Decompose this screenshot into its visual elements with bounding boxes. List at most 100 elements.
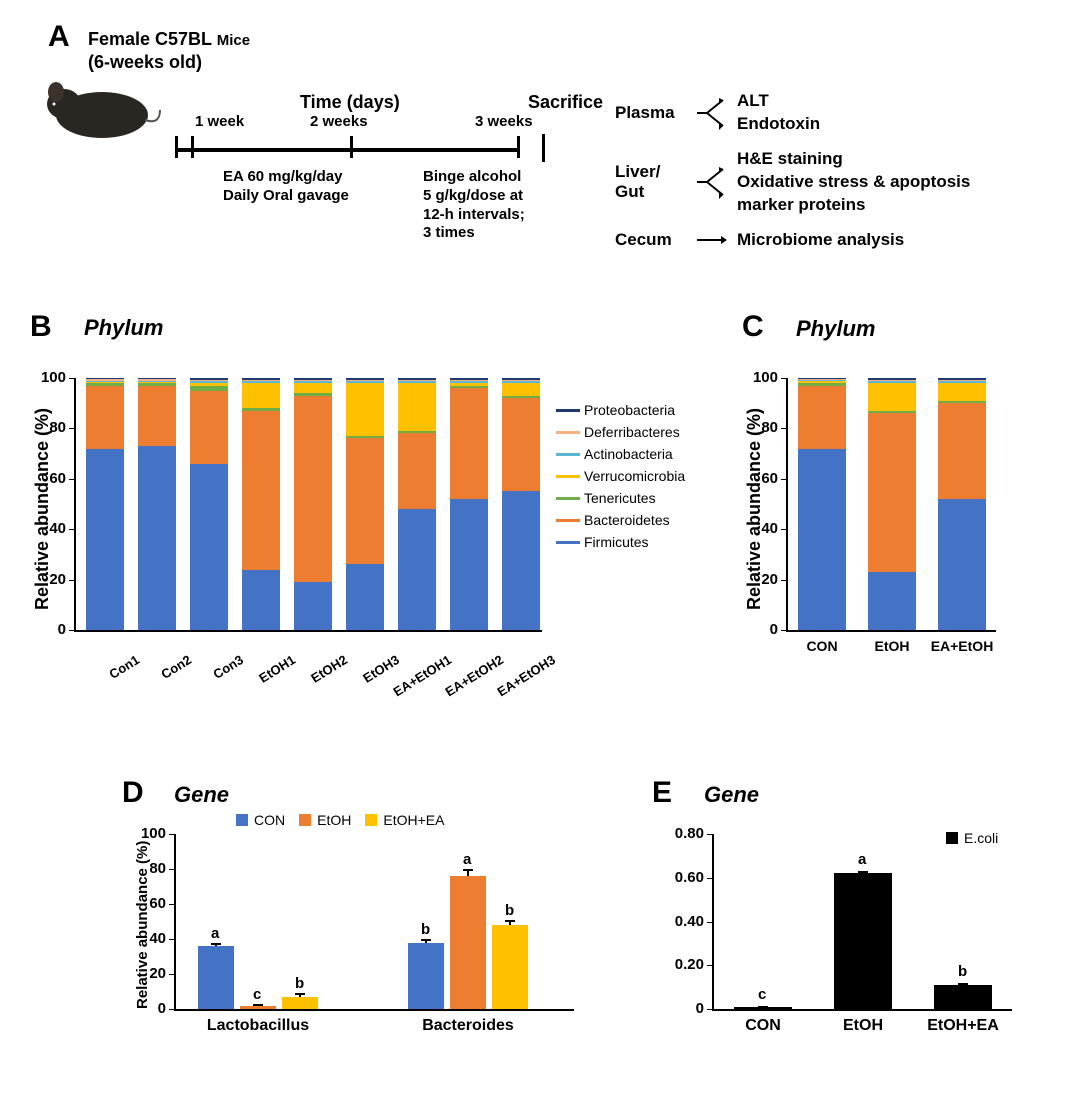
significance-label: a: [463, 851, 471, 868]
legend-text: EtOH+EA: [383, 812, 444, 828]
bar: [282, 997, 318, 1009]
stacked-bar: [294, 378, 332, 630]
significance-label: a: [211, 925, 219, 942]
legend: CON EtOH EtOH+EA: [236, 812, 444, 828]
legend-text: Actinobacteria: [584, 446, 673, 462]
significance-label: c: [253, 986, 261, 1003]
bar-segment: [450, 499, 488, 630]
legend-swatch-icon: [556, 519, 580, 522]
legend-swatch-icon: [236, 814, 248, 826]
stacked-bar: [868, 378, 916, 630]
bar-segment: [294, 582, 332, 630]
bar-segment: [86, 449, 124, 630]
significance-label: a: [858, 851, 866, 868]
bar: [834, 873, 892, 1009]
time-title: Time (days): [300, 92, 400, 113]
group-label: Lactobacillus: [190, 1017, 326, 1035]
week2-label: 2 weeks: [310, 113, 368, 130]
xtick-label: Con1: [53, 652, 142, 716]
legend-swatch-icon: [556, 541, 580, 544]
sacrifice-label: Sacrifice: [528, 92, 603, 113]
bar-segment: [86, 386, 124, 449]
xtick-label: EtOH+EA: [918, 1017, 1008, 1035]
panel-e: E Gene 00.200.400.600.80E.colicCONaEtOHb…: [660, 782, 1040, 1062]
ytick-label: 0.20: [666, 956, 704, 973]
analysis-items: ALTEndotoxin: [737, 90, 820, 136]
bar: [450, 876, 486, 1009]
legend-swatch-icon: [556, 453, 580, 456]
ytick-label: 0.80: [666, 825, 704, 842]
week3-label: 3 weeks: [475, 113, 533, 130]
bar-segment: [398, 509, 436, 630]
group-label: Bacteroides: [400, 1017, 536, 1035]
bar-segment: [138, 386, 176, 446]
timeline-tick: [175, 136, 178, 158]
stacked-bar: [242, 378, 280, 630]
chart-gene-grouped: 020406080100Relative abundance (%)CONEtO…: [130, 782, 610, 1062]
bar-segment: [398, 433, 436, 509]
chart-phylum-grouped: 020406080100Relative abundance (%)CONEtO…: [742, 316, 1022, 696]
significance-label: b: [958, 963, 967, 980]
ytick-label: 100: [750, 369, 778, 386]
chart-ecoli: 00.200.400.600.80E.colicCONaEtOHbEtOH+EA: [660, 782, 1040, 1062]
legend-text: CON: [254, 812, 285, 828]
legend-swatch-icon: [946, 832, 958, 844]
mouse-strain-label: Female C57BL Mice (6-weeks old): [88, 28, 250, 73]
legend-text: Proteobacteria: [584, 402, 675, 418]
bar-segment: [346, 438, 384, 564]
bar-segment: [346, 564, 384, 630]
significance-label: b: [421, 921, 430, 938]
panel-c: C Phylum 020406080100Relative abundance …: [742, 316, 1022, 696]
analysis-label: Cecum: [615, 230, 695, 250]
legend-swatch-icon: [299, 814, 311, 826]
bar: [934, 985, 992, 1009]
bar: [240, 1006, 276, 1010]
mouse-line1b: Mice: [217, 32, 250, 49]
bar-segment: [346, 383, 384, 436]
legend-text: Bacteroidetes: [584, 512, 670, 528]
timeline-tick: [350, 136, 353, 158]
xtick-label: CON: [718, 1017, 808, 1035]
bar-segment: [398, 383, 436, 431]
chart-phylum-individual: 020406080100Relative abundance (%)Con1Co…: [30, 316, 730, 716]
stacked-bar: [86, 378, 124, 630]
legend-swatch-icon: [556, 409, 580, 412]
legend-text: EtOH: [317, 812, 351, 828]
legend-text: Firmicutes: [584, 534, 649, 550]
bar-segment: [868, 383, 916, 411]
stacked-bar: [346, 378, 384, 630]
arrow-icon: [695, 230, 731, 251]
analysis-items: Microbiome analysis: [737, 229, 904, 252]
analysis-row: Liver/Gut H&E stainingOxidative stress & …: [615, 148, 970, 217]
mouse-line2: (6-weeks old): [88, 52, 202, 72]
xtick-label: EtOH: [818, 1017, 908, 1035]
arrow-icon: [695, 94, 731, 132]
xtick-label: EA+EtOH: [922, 638, 1002, 654]
legend-item: Proteobacteria: [556, 402, 685, 418]
stacked-bar: [190, 378, 228, 630]
y-axis-label: Relative abundance (%): [32, 408, 53, 610]
bar: [492, 925, 528, 1009]
bar-segment: [450, 388, 488, 499]
week1-label: 1 week: [195, 113, 244, 130]
legend-item: Verrucomicrobia: [556, 468, 685, 484]
bar-segment: [798, 449, 846, 630]
analysis-items: H&E stainingOxidative stress & apoptosis…: [737, 148, 970, 217]
significance-label: b: [295, 975, 304, 992]
analysis-label: Plasma: [615, 103, 695, 123]
legend-swatch-icon: [556, 475, 580, 478]
bar-segment: [798, 386, 846, 449]
stacked-bar: [502, 378, 540, 630]
legend-text: E.coli: [964, 830, 998, 846]
legend-item: Bacteroidetes: [556, 512, 685, 528]
legend-item: CON: [236, 812, 285, 828]
timeline-tick: [191, 136, 194, 158]
xtick-label: CON: [782, 638, 862, 654]
bar-segment: [502, 491, 540, 630]
ytick-label: 0: [666, 1000, 704, 1017]
analysis-label: Liver/Gut: [615, 162, 695, 202]
bar-segment: [242, 383, 280, 408]
y-axis-label: Relative abundance (%): [134, 841, 151, 1009]
ytick-label: 100: [38, 369, 66, 386]
bar-segment: [938, 383, 986, 401]
